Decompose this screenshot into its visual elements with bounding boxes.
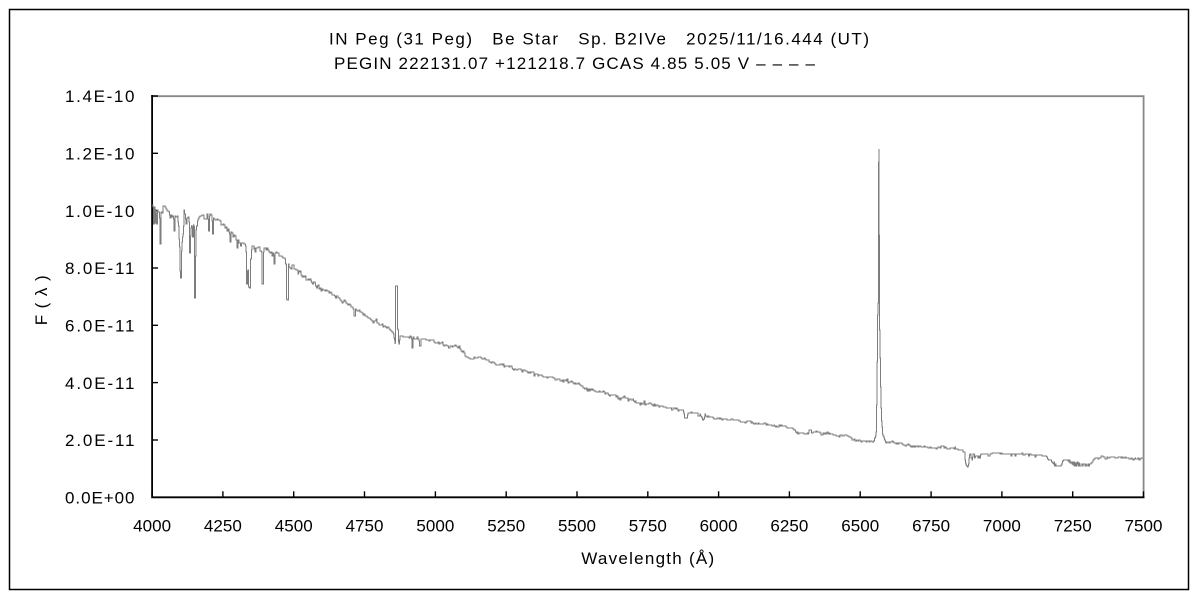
svg-text:6250: 6250 xyxy=(770,516,808,535)
svg-text:5250: 5250 xyxy=(487,516,525,535)
svg-text:4500: 4500 xyxy=(275,516,313,535)
svg-text:4000: 4000 xyxy=(133,516,171,535)
svg-text:1.4E-10: 1.4E-10 xyxy=(65,87,135,106)
svg-text:PEGIN 222131.07 +121218.7 GCAS: PEGIN 222131.07 +121218.7 GCAS 4.85 5.05… xyxy=(334,54,816,73)
svg-text:6000: 6000 xyxy=(700,516,738,535)
svg-text:1.0E-10: 1.0E-10 xyxy=(65,202,135,221)
svg-text:5500: 5500 xyxy=(558,516,596,535)
svg-text:8.0E-11: 8.0E-11 xyxy=(65,259,135,278)
svg-text:Wavelength (Å): Wavelength (Å) xyxy=(581,549,714,568)
svg-text:6.0E-11: 6.0E-11 xyxy=(65,317,135,336)
svg-text:7250: 7250 xyxy=(1054,516,1092,535)
svg-text:IN Peg (31 Peg) Be Star Sp: IN Peg (31 Peg) Be Star Sp. B2IVe 2025/1… xyxy=(329,29,869,48)
svg-text:2.0E-11: 2.0E-11 xyxy=(65,431,135,450)
svg-text:1.2E-10: 1.2E-10 xyxy=(65,145,135,164)
svg-text:7000: 7000 xyxy=(983,516,1021,535)
svg-text:F(λ): F(λ) xyxy=(32,275,51,325)
svg-text:0.0E+00: 0.0E+00 xyxy=(65,489,135,508)
svg-text:5000: 5000 xyxy=(416,516,454,535)
svg-text:4250: 4250 xyxy=(204,516,242,535)
svg-text:4750: 4750 xyxy=(346,516,384,535)
svg-text:6750: 6750 xyxy=(912,516,950,535)
svg-text:5750: 5750 xyxy=(629,516,667,535)
svg-text:7500: 7500 xyxy=(1125,516,1163,535)
svg-text:6500: 6500 xyxy=(841,516,879,535)
svg-text:4.0E-11: 4.0E-11 xyxy=(65,374,135,393)
